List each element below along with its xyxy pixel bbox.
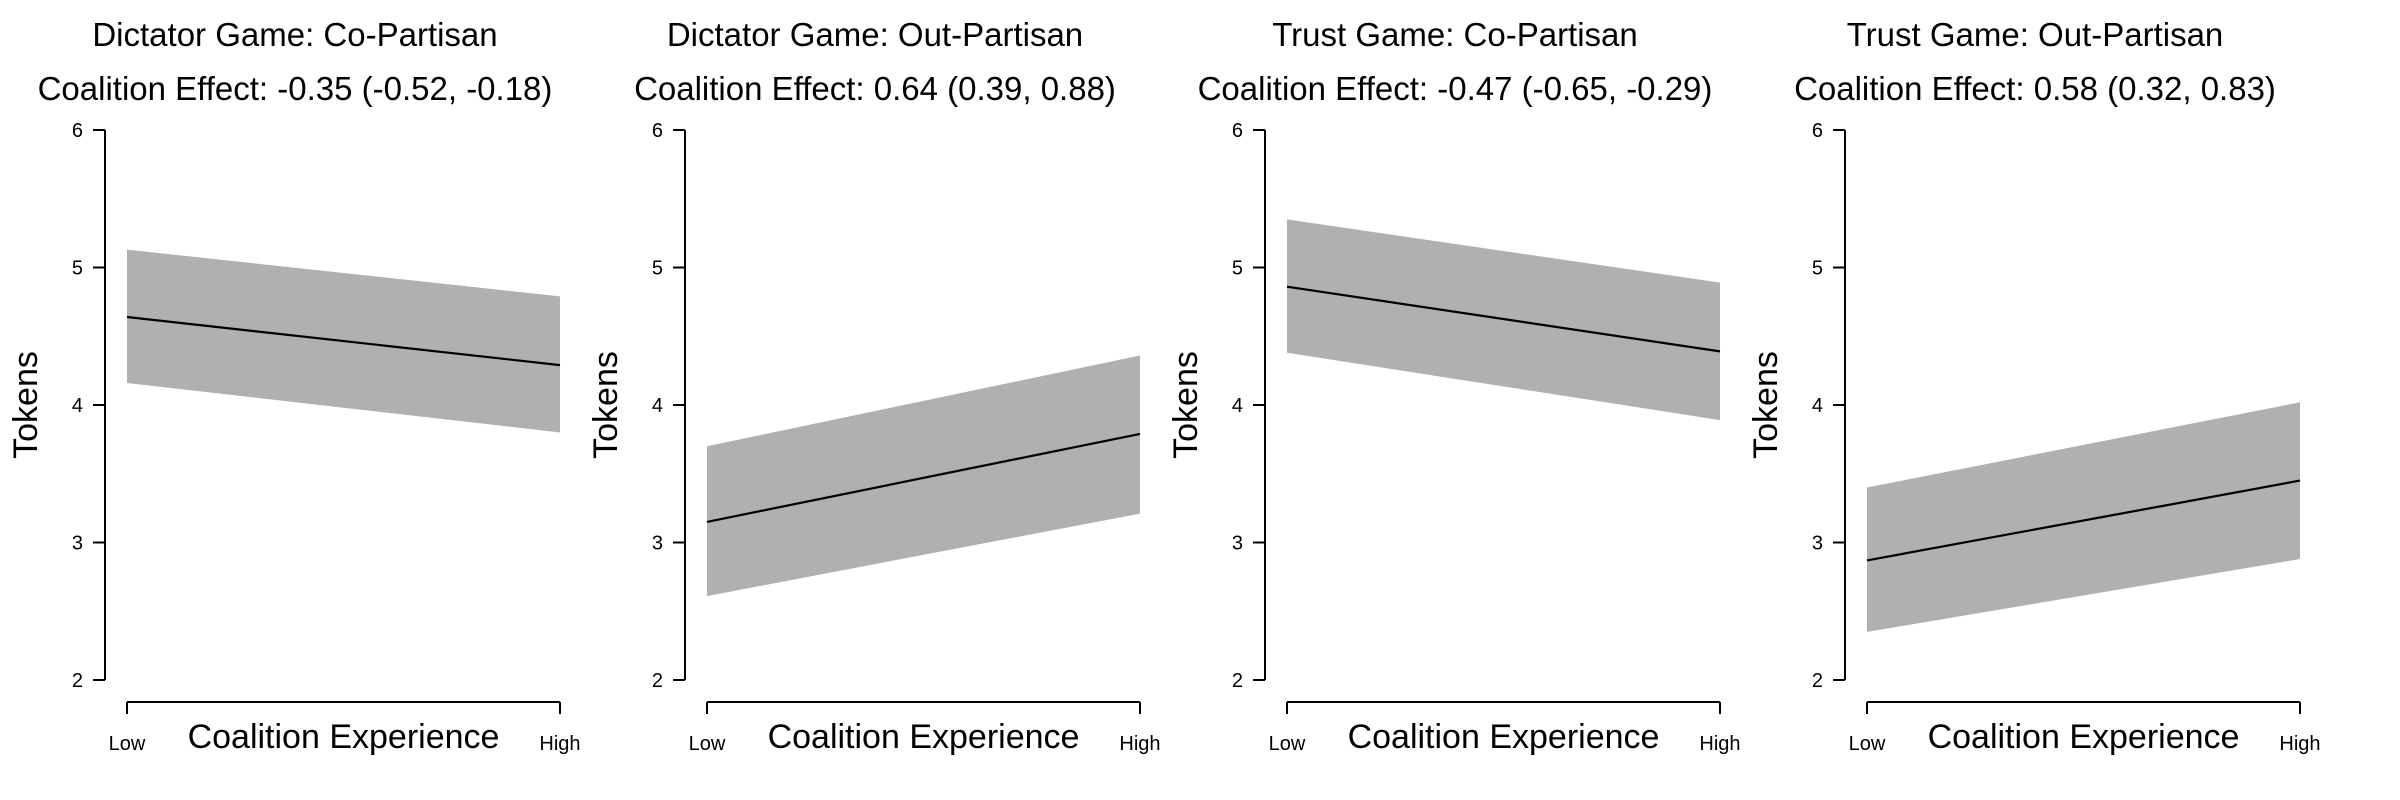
x-tick-label: High <box>1699 733 1740 755</box>
y-tick-label: 6 <box>652 120 663 142</box>
y-tick-label: 6 <box>72 120 83 142</box>
fitted-line <box>706 432 1141 523</box>
panel-subtitle: Coalition Effect: 0.64 (0.39, 0.88) <box>634 70 1116 107</box>
chart-panel-3: 2 3 4 5 6 Low High Coalition Experience Tokens Tr… <box>1167 16 1741 756</box>
x-axis-label: Coalition Experience <box>188 718 500 756</box>
y-tick-label: 4 <box>72 395 83 417</box>
chart-panel-4: 2 3 4 5 6 Low High Coalition Experience Tokens Tr… <box>1747 16 2321 756</box>
y-tick-label: 2 <box>652 670 663 692</box>
x-tick-label: High <box>539 733 580 755</box>
y-tick-label: 5 <box>1812 258 1823 280</box>
chart-panel-1: 2 3 4 5 6 Low High Coalition Experience Tokens Di… <box>7 16 581 756</box>
y-tick-label: 2 <box>72 670 83 692</box>
fitted-line <box>126 315 561 367</box>
y-tick-label: 5 <box>1232 258 1243 280</box>
fitted-line <box>1286 285 1721 353</box>
y-tick-label: 2 <box>1812 670 1823 692</box>
panel-title: Trust Game: Co-Partisan <box>1272 16 1638 53</box>
y-tick-label: 5 <box>72 258 83 280</box>
y-tick-label: 3 <box>1232 533 1243 555</box>
panel-subtitle: Coalition Effect: -0.35 (-0.52, -0.18) <box>38 70 553 107</box>
y-tick-label: 3 <box>652 533 663 555</box>
x-tick-label: Low <box>109 733 146 755</box>
y-tick-label: 4 <box>652 395 663 417</box>
panel-title: Dictator Game: Out-Partisan <box>667 16 1083 53</box>
y-tick-label: 3 <box>72 533 83 555</box>
y-tick-label: 3 <box>1812 533 1823 555</box>
x-axis-label: Coalition Experience <box>1348 718 1660 756</box>
x-axis-label: Coalition Experience <box>768 718 1080 756</box>
panel-title: Dictator Game: Co-Partisan <box>92 16 497 53</box>
x-tick-label: High <box>2279 733 2320 755</box>
confidence-band <box>1867 402 2300 632</box>
y-axis-label: Tokens <box>1747 351 1785 459</box>
panel-title: Trust Game: Out-Partisan <box>1847 16 2224 53</box>
y-axis-label: Tokens <box>587 351 625 459</box>
y-tick-label: 5 <box>652 258 663 280</box>
panel-subtitle: Coalition Effect: -0.47 (-0.65, -0.29) <box>1198 70 1713 107</box>
y-tick-label: 6 <box>1232 120 1243 142</box>
x-tick-label: Low <box>689 733 726 755</box>
y-tick-label: 2 <box>1232 670 1243 692</box>
y-tick-label: 4 <box>1812 395 1823 417</box>
y-tick-label: 4 <box>1232 395 1243 417</box>
panel-subtitle: Coalition Effect: 0.58 (0.32, 0.83) <box>1794 70 2276 107</box>
y-axis-label: Tokens <box>1167 351 1205 459</box>
y-tick-label: 6 <box>1812 120 1823 142</box>
x-tick-label: High <box>1119 733 1160 755</box>
y-axis-label: Tokens <box>7 351 45 459</box>
confidence-band <box>707 355 1140 597</box>
chart-panel-2: 2 3 4 5 6 Low High Coalition Experience Tokens Di… <box>587 16 1161 756</box>
x-axis-label: Coalition Experience <box>1928 718 2240 756</box>
x-tick-label: Low <box>1269 733 1306 755</box>
fitted-line <box>1866 479 2301 562</box>
x-tick-label: Low <box>1849 733 1886 755</box>
